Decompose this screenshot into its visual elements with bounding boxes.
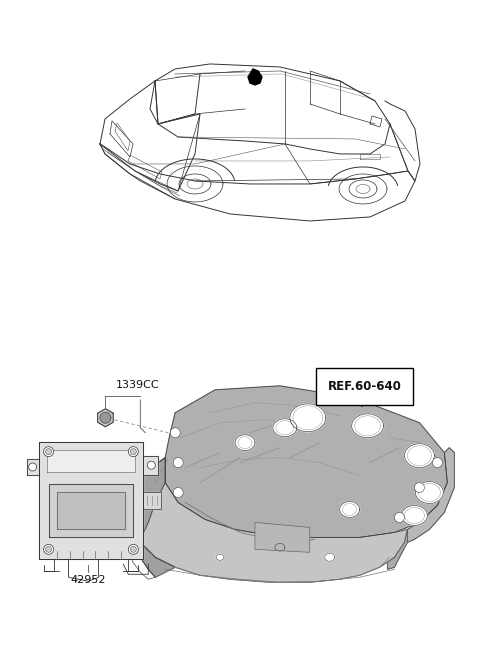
Circle shape <box>414 482 424 493</box>
Circle shape <box>46 547 51 553</box>
Circle shape <box>395 512 405 522</box>
Circle shape <box>131 547 136 553</box>
Polygon shape <box>248 69 262 85</box>
Circle shape <box>170 428 180 438</box>
Circle shape <box>128 545 138 555</box>
Polygon shape <box>402 505 427 526</box>
Polygon shape <box>405 443 434 468</box>
Circle shape <box>432 458 443 468</box>
Polygon shape <box>144 491 161 509</box>
Polygon shape <box>144 456 158 474</box>
Polygon shape <box>100 413 110 422</box>
Polygon shape <box>216 555 224 560</box>
Polygon shape <box>408 447 454 543</box>
Polygon shape <box>325 553 335 561</box>
Circle shape <box>128 447 138 457</box>
Polygon shape <box>39 442 144 559</box>
Circle shape <box>173 487 183 497</box>
Polygon shape <box>57 493 125 530</box>
Polygon shape <box>97 409 113 427</box>
Polygon shape <box>27 459 39 474</box>
Polygon shape <box>340 501 360 518</box>
Polygon shape <box>290 404 326 432</box>
Circle shape <box>147 461 155 469</box>
Polygon shape <box>387 530 408 569</box>
Polygon shape <box>128 458 408 582</box>
Polygon shape <box>165 386 447 537</box>
Circle shape <box>44 447 54 457</box>
Circle shape <box>131 449 136 455</box>
Polygon shape <box>275 543 285 551</box>
Circle shape <box>46 449 51 455</box>
Polygon shape <box>48 484 133 537</box>
Circle shape <box>173 458 183 468</box>
Polygon shape <box>235 435 255 451</box>
Polygon shape <box>47 449 135 472</box>
Circle shape <box>44 545 54 555</box>
Circle shape <box>29 463 36 471</box>
Polygon shape <box>255 522 310 553</box>
Polygon shape <box>416 482 444 503</box>
Text: REF.60-640: REF.60-640 <box>328 380 402 393</box>
Polygon shape <box>128 458 175 578</box>
Text: 1339CC: 1339CC <box>115 380 159 390</box>
Polygon shape <box>352 414 384 438</box>
Text: 42952: 42952 <box>71 576 106 585</box>
Polygon shape <box>273 419 297 437</box>
